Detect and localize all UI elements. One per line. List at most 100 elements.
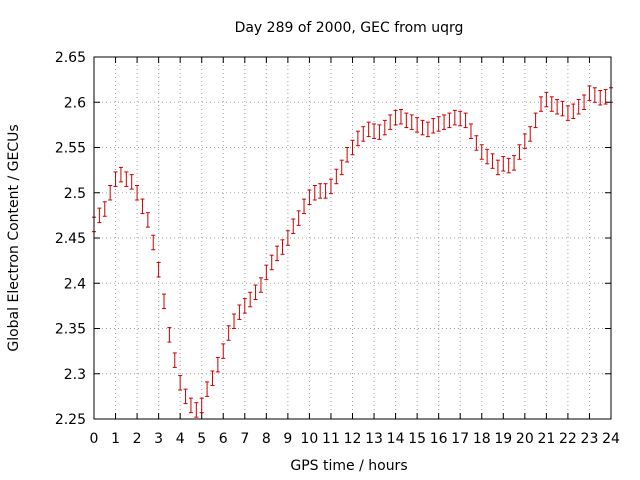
data-point [328,178,333,195]
data-point [124,171,129,187]
data-point [199,397,204,414]
y-tick-label: 2.6 [64,95,86,111]
data-point [221,343,226,359]
data-point [490,153,495,169]
y-tick-label: 2.25 [55,412,86,428]
y-tick-label: 2.5 [64,186,86,202]
data-point [592,87,597,103]
x-tick-label: 6 [219,431,228,447]
data-point [162,293,167,310]
data-point [501,156,506,172]
data-point [549,96,554,112]
x-tick-label: 4 [176,431,185,447]
data-point [108,185,113,201]
data-point [97,207,102,224]
data-point [442,114,447,130]
data-point [393,109,398,126]
data-point [404,112,409,129]
data-point [377,124,382,140]
x-tick-label: 5 [197,431,206,447]
x-tick-label: 22 [559,431,577,447]
data-point [183,388,188,405]
data-point [560,100,565,117]
x-tick-label: 14 [387,431,405,447]
data-point [151,234,156,251]
y-tick-label: 2.3 [64,367,86,383]
data-point [598,89,603,106]
x-tick-label: 16 [430,431,448,447]
data-points [92,85,613,418]
data-point [415,117,420,133]
data-point [576,99,581,115]
data-point [194,402,199,418]
x-tick-label: 3 [154,431,163,447]
data-point [280,239,285,255]
y-axis-label: Global Electron Content / GECUs [6,124,22,351]
data-point [479,144,484,160]
data-point [226,325,231,341]
plot-frame [93,56,612,420]
x-tick-label: 18 [473,431,491,447]
data-point [506,157,511,174]
data-point [113,171,118,187]
data-point [355,130,360,147]
data-point [307,189,312,206]
y-tick-label: 2.55 [55,141,86,157]
data-point [188,397,193,414]
grid-lines [94,57,611,419]
data-point [145,212,150,228]
data-point [420,119,425,136]
data-point [318,183,323,199]
data-point [291,218,296,234]
x-axis-ticks: 0 1 2 3 4 5 6 7 8 9 10 11 12 13 14 15 16 17 18 19 20 21 22 23 24 [90,57,620,447]
x-tick-label: 9 [283,431,292,447]
data-point [512,155,517,171]
data-point [517,144,522,160]
data-point [533,112,538,129]
data-point [205,381,210,397]
data-point [215,356,220,373]
x-tick-label: 23 [581,431,599,447]
x-tick-label: 10 [301,431,319,447]
data-point [447,112,452,129]
x-tick-label: 1 [111,431,120,447]
data-point [485,148,490,165]
x-tick-label: 21 [537,431,555,447]
data-point [409,114,414,130]
x-tick-label: 20 [516,431,534,447]
data-point [538,96,543,112]
data-point [237,304,242,320]
data-point [388,114,393,130]
chart-title: Day 289 of 2000, GEC from uqrg [235,20,464,36]
y-axis-ticks: 2.25 2.3 2.35 2.4 2.45 2.5 2.55 2.6 2.65 [55,50,611,428]
x-tick-label: 13 [365,431,383,447]
data-point [382,119,387,136]
data-point [178,375,183,391]
data-point [565,105,570,121]
x-tick-label: 8 [262,431,271,447]
data-point [135,185,140,201]
data-point [232,313,237,329]
x-tick-label: 11 [322,431,340,447]
data-point [312,185,317,201]
data-point [587,85,592,101]
data-point [555,99,560,115]
x-tick-label: 17 [451,431,469,447]
data-point [242,298,247,314]
x-tick-label: 12 [344,431,362,447]
x-tick-label: 24 [602,431,620,447]
data-point [102,201,107,217]
data-point [275,245,280,262]
data-point [425,121,430,138]
data-point [366,121,371,138]
data-point [474,135,479,151]
data-point [571,103,576,120]
x-tick-label: 7 [240,431,249,447]
x-tick-label: 19 [494,431,512,447]
data-point [544,91,549,108]
data-point [361,126,366,142]
x-tick-label: 15 [408,431,426,447]
x-tick-label: 2 [133,431,142,447]
data-point [129,174,134,190]
data-point [248,291,253,308]
